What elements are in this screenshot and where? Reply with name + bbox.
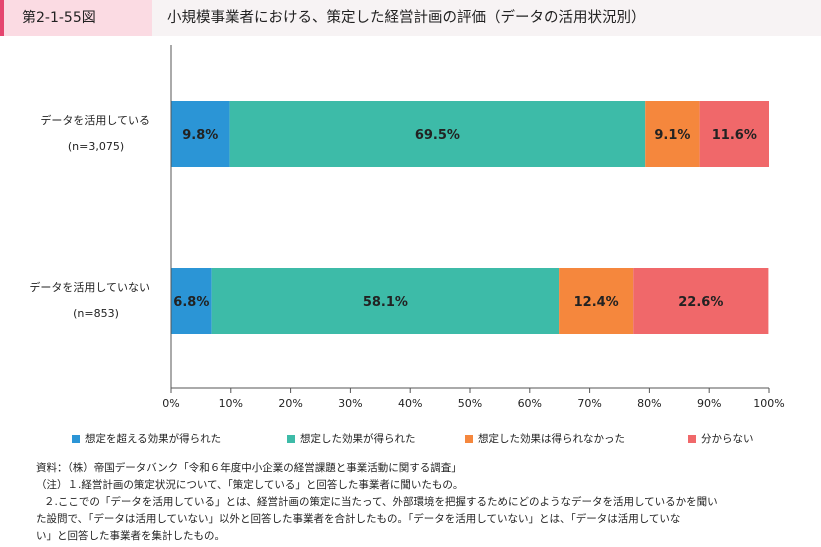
figure-number: 第2-1-55図 <box>4 0 152 36</box>
note-2-line-2: た設問で、「データは活用していない」以外と回答した事業者を合計したもの。「データ… <box>36 513 681 525</box>
x-tick-label: 60% <box>518 397 542 410</box>
category-sample-size: (n=853) <box>73 307 119 320</box>
bar-segment <box>229 101 646 167</box>
figure-notes: 資料：（株）帝国データバンク「令和６年度中小企業の経営課題と事業活動に関する調査… <box>36 460 796 545</box>
bar-segment <box>559 268 634 334</box>
legend-swatch <box>287 434 295 443</box>
legend-label: 想定した効果は得られなかった <box>478 433 625 445</box>
bar-value-label: 11.6% <box>712 128 757 143</box>
header-accent-bar <box>0 0 4 36</box>
x-tick-label: 90% <box>697 397 721 410</box>
x-tick-label: 20% <box>278 397 302 410</box>
bar-segment <box>171 101 230 167</box>
bar-value-label: 69.5% <box>415 128 460 143</box>
bar-value-label: 58.1% <box>363 295 408 310</box>
bar-segment <box>699 101 769 167</box>
x-tick-label: 40% <box>398 397 422 410</box>
x-tick-label: 80% <box>637 397 661 410</box>
x-tick-label: 30% <box>338 397 362 410</box>
legend-item: 想定した効果が得られた <box>287 431 416 446</box>
note-2-line-1: ２.ここでの「データを活用している」とは、経営計画の策定に当たって、外部環境を把… <box>44 496 718 508</box>
x-tick-label: 50% <box>458 397 482 410</box>
bar-value-label: 9.1% <box>654 128 690 143</box>
category-label: データを活用している <box>40 113 150 127</box>
note-2-line-3: い」と回答した事業者を集計したもの。 <box>36 530 225 542</box>
source-note: 資料：（株）帝国データバンク「令和６年度中小企業の経営課題と事業活動に関する調査… <box>36 462 462 474</box>
category-sample-size: (n=3,075) <box>68 140 124 153</box>
x-tick-label: 100% <box>753 397 784 410</box>
legend-item: 想定を超える効果が得られた <box>72 431 221 446</box>
x-tick-label: 0% <box>162 397 179 410</box>
legend-label: 想定した効果が得られた <box>300 433 416 445</box>
legend-swatch <box>465 434 473 443</box>
bar-value-label: 22.6% <box>678 295 723 310</box>
bar-segment <box>633 268 769 334</box>
legend-label: 分からない <box>701 433 754 445</box>
legend-item: 想定した効果は得られなかった <box>465 431 625 446</box>
bar-value-label: 12.4% <box>574 295 619 310</box>
bar-segment <box>211 268 560 334</box>
legend-swatch <box>688 434 696 443</box>
bar-segment <box>645 101 700 167</box>
bar-segment <box>171 268 212 334</box>
bar-value-label: 9.8% <box>182 128 218 143</box>
category-label: データを活用していない <box>29 280 150 294</box>
chart-legend: 想定を超える効果が得られた 想定した効果が得られた 想定した効果は得られなかった 分か… <box>0 431 821 449</box>
x-tick-label: 70% <box>577 397 601 410</box>
bar-value-label: 6.8% <box>173 295 209 310</box>
legend-item: 分からない <box>688 431 754 446</box>
legend-label: 想定を超える効果が得られた <box>85 433 222 445</box>
stacked-bar-chart: 9.8% 69.5% 9.1% 11.6% データを活用している (n=3,075) 6.8… <box>29 45 785 410</box>
figure-title: 小規模事業者における、策定した経営計画の評価（データの活用状況別） <box>167 10 646 26</box>
note-1: （注）１.経営計画の策定状況について、「策定している」と回答した事業者に聞いたも… <box>36 479 464 491</box>
figure-header: 第2-1-55図 小規模事業者における、策定した経営計画の評価（データの活用状況… <box>0 0 821 36</box>
x-tick-label: 10% <box>219 397 243 410</box>
legend-swatch <box>72 434 80 443</box>
